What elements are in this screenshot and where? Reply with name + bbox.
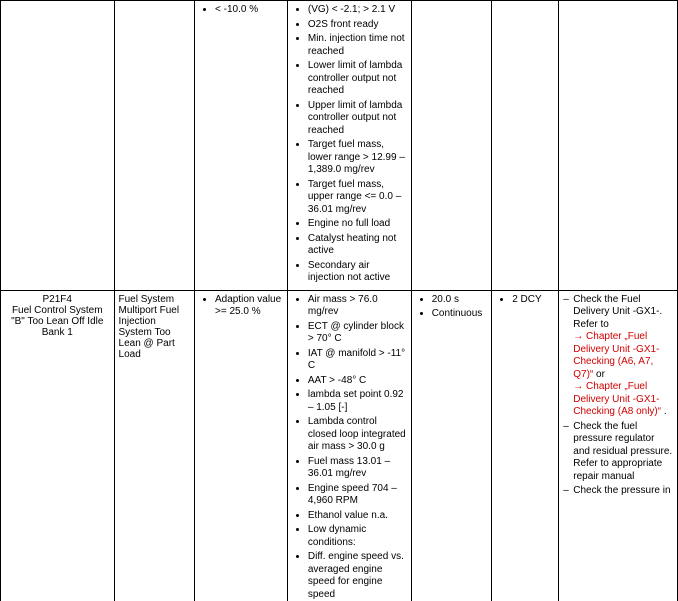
list-item: Fuel mass 13.01 – 36.01 mg/rev (308, 456, 407, 481)
list-item: Air mass > 76.0 mg/rev (308, 294, 407, 319)
list-item: O2S front ready (308, 19, 407, 32)
dtc-code: P21F4 (5, 294, 110, 305)
action-list: Check the Fuel Delivery Unit -GX1-. Refe… (563, 294, 673, 498)
cell-conditions: (VG) < -2.1; > 2.1 V O2S front readyMin. … (287, 1, 411, 291)
cell-code: P21F4 Fuel Control System "B" Too Lean O… (1, 290, 115, 601)
list-item: IAT @ manifold > -11° C (308, 348, 407, 373)
list-item: Target fuel mass, upper range <= 0.0 – 3… (308, 179, 407, 217)
list-item: Diff. engine speed vs. averaged engine s… (308, 551, 407, 601)
conditions-list: Air mass > 76.0 mg/revECT @ cylinder blo… (292, 294, 407, 601)
cell-dcy: 2 DCY (492, 290, 559, 601)
list-item: Upper limit of lambda controller output … (308, 100, 407, 138)
cell-dcy (492, 1, 559, 291)
time-list: 20.0 sContinuous (416, 294, 487, 321)
action-text: . (664, 406, 667, 417)
cell-threshold: < -10.0 % (195, 1, 288, 291)
list-item: Catalyst heating not active (308, 233, 407, 258)
threshold-list: Adaption value >= 25.0 % (199, 294, 283, 319)
list-item: Engine no full load (308, 218, 407, 231)
list-item: AAT > -48° C (308, 375, 407, 388)
table-row: P21F4 Fuel Control System "B" Too Lean O… (1, 290, 678, 601)
list-item: Adaption value >= 25.0 % (215, 294, 283, 319)
list-item: Low dynamic conditions: (308, 524, 407, 549)
dtc-desc: Fuel Control System "B" Too Lean Off Idl… (5, 305, 110, 338)
table-viewport: < -10.0 % (VG) < -2.1; > 2.1 V O2S front … (0, 0, 678, 601)
list-item: Target fuel mass, lower range > 12.99 – … (308, 139, 407, 177)
action-text: or (596, 369, 605, 380)
action-item: Check the pressure in (573, 485, 673, 498)
fault-desc: Fuel System Multiport Fuel Injection Sys… (119, 294, 180, 360)
threshold-list: < -10.0 % (199, 4, 283, 17)
list-item: Ethanol value n.a. (308, 510, 407, 523)
list-item: Continuous (432, 308, 487, 321)
dcy-list: 2 DCY (496, 294, 554, 307)
action-text: Check the pressure in (573, 485, 670, 496)
cell-desc (114, 1, 194, 291)
cell-threshold: Adaption value >= 25.0 % (195, 290, 288, 601)
list-item: (VG) < -2.1; > 2.1 V (308, 4, 407, 17)
list-item: Min. injection time not reached (308, 33, 407, 58)
cell-action: Check the Fuel Delivery Unit -GX1-. Refe… (559, 290, 678, 601)
conditions-list: (VG) < -2.1; > 2.1 V O2S front readyMin. … (292, 4, 407, 285)
cell-time (411, 1, 491, 291)
cell-action (559, 1, 678, 291)
list-item: Secondary air injection not active (308, 260, 407, 285)
action-text: Check the Fuel Delivery Unit -GX1-. Refe… (573, 294, 662, 330)
list-item: Lower limit of lambda controller output … (308, 60, 407, 98)
list-item: Lambda control closed loop integrated ai… (308, 416, 407, 454)
list-item: 2 DCY (512, 294, 554, 307)
list-item: lambda set point 0.92 – 1.05 [-] (308, 389, 407, 414)
list-item: Engine speed 704 – 4,960 RPM (308, 483, 407, 508)
cell-time: 20.0 sContinuous (411, 290, 491, 601)
action-item: Check the fuel pressure regulator and re… (573, 421, 673, 484)
list-item: ECT @ cylinder block > 70° C (308, 321, 407, 346)
action-item: Check the Fuel Delivery Unit -GX1-. Refe… (573, 294, 673, 419)
ref-link[interactable]: → Chapter „Fuel Delivery Unit -GX1- Chec… (573, 331, 659, 380)
ref-link[interactable]: → Chapter „Fuel Delivery Unit -GX1- Chec… (573, 381, 661, 417)
diagnostic-table: < -10.0 % (VG) < -2.1; > 2.1 V O2S front … (0, 0, 678, 601)
cell-desc: Fuel System Multiport Fuel Injection Sys… (114, 290, 194, 601)
cell-conditions: Air mass > 76.0 mg/revECT @ cylinder blo… (287, 290, 411, 601)
cell-code (1, 1, 115, 291)
list-item: < -10.0 % (215, 4, 283, 17)
table-row: < -10.0 % (VG) < -2.1; > 2.1 V O2S front … (1, 1, 678, 291)
list-item: 20.0 s (432, 294, 487, 307)
action-text: Check the fuel pressure regulator and re… (573, 421, 672, 482)
